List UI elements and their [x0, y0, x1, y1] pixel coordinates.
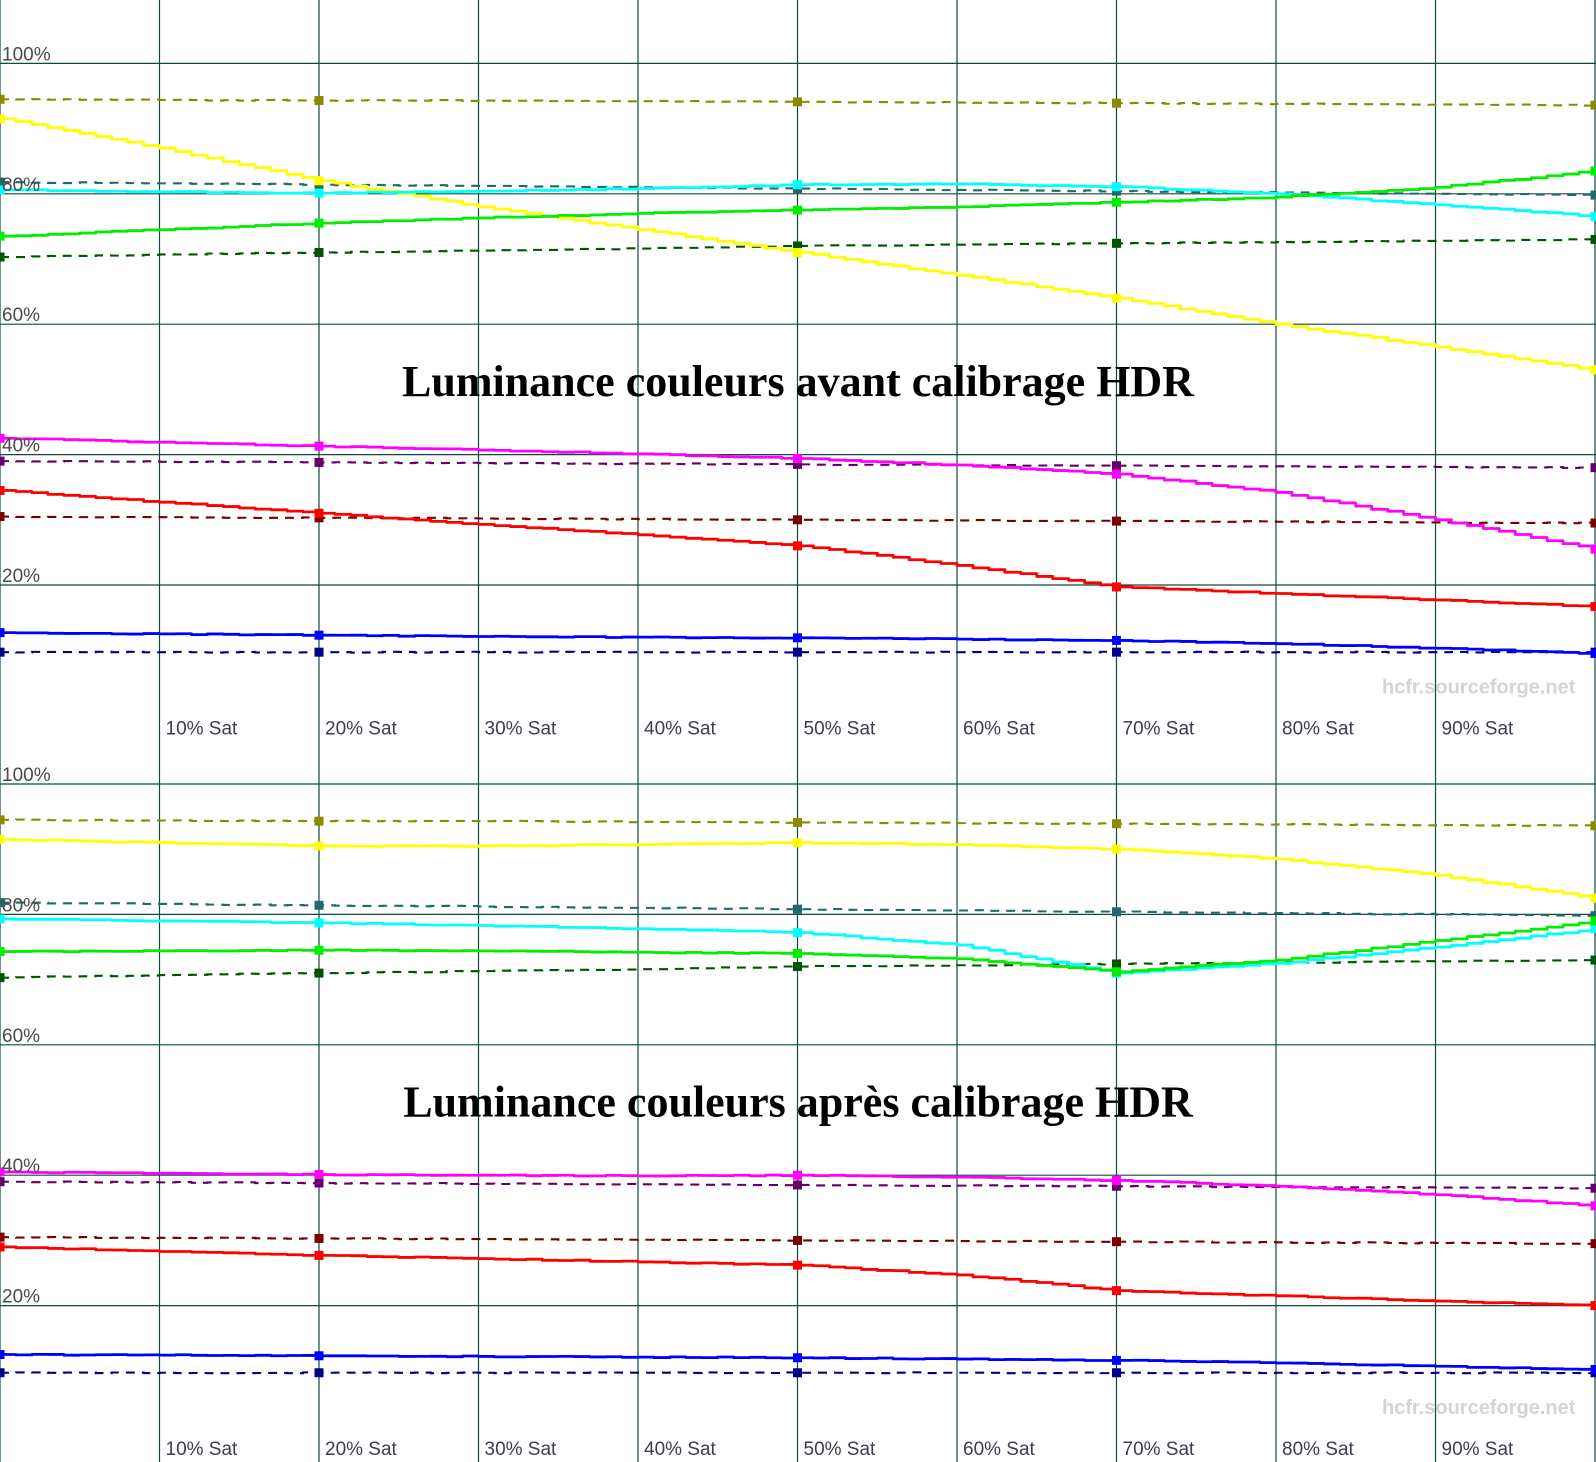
svg-text:40%: 40% — [2, 1156, 40, 1177]
svg-text:40% Sat: 40% Sat — [644, 1439, 717, 1460]
svg-text:50% Sat: 50% Sat — [804, 718, 877, 739]
svg-text:70% Sat: 70% Sat — [1123, 718, 1196, 739]
svg-text:80%: 80% — [2, 895, 40, 916]
svg-text:20% Sat: 20% Sat — [325, 718, 398, 739]
svg-text:20%: 20% — [2, 1287, 40, 1308]
svg-text:70% Sat: 70% Sat — [1123, 1439, 1196, 1460]
svg-text:10% Sat: 10% Sat — [166, 718, 239, 739]
svg-text:40%: 40% — [2, 436, 40, 457]
svg-text:100%: 100% — [2, 44, 51, 65]
svg-text:80%: 80% — [2, 175, 40, 196]
svg-text:60%: 60% — [2, 305, 40, 326]
svg-text:40% Sat: 40% Sat — [644, 718, 717, 739]
svg-text:hcfr.sourceforge.net: hcfr.sourceforge.net — [1382, 1397, 1576, 1419]
svg-text:80% Sat: 80% Sat — [1282, 1439, 1355, 1460]
svg-text:50% Sat: 50% Sat — [804, 1439, 877, 1460]
svg-text:80% Sat: 80% Sat — [1282, 718, 1355, 739]
svg-text:90% Sat: 90% Sat — [1442, 718, 1515, 739]
svg-text:20%: 20% — [2, 566, 40, 587]
svg-text:60% Sat: 60% Sat — [963, 1439, 1036, 1460]
svg-text:Luminance couleurs après calib: Luminance couleurs après calibrage HDR — [403, 1078, 1194, 1127]
svg-text:Luminance couleurs avant calib: Luminance couleurs avant calibrage HDR — [402, 357, 1195, 406]
svg-text:100%: 100% — [2, 765, 51, 786]
svg-text:30% Sat: 30% Sat — [485, 718, 558, 739]
svg-text:60% Sat: 60% Sat — [963, 718, 1036, 739]
svg-text:90% Sat: 90% Sat — [1442, 1439, 1515, 1460]
svg-text:hcfr.sourceforge.net: hcfr.sourceforge.net — [1382, 676, 1576, 698]
svg-text:20% Sat: 20% Sat — [325, 1439, 398, 1460]
svg-text:10% Sat: 10% Sat — [166, 1439, 239, 1460]
svg-text:60%: 60% — [2, 1026, 40, 1047]
svg-text:30% Sat: 30% Sat — [485, 1439, 558, 1460]
